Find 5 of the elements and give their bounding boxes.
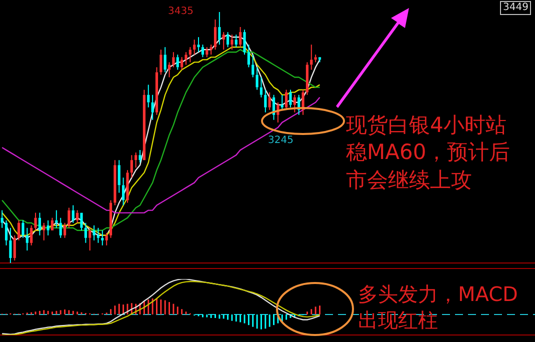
annotation: 3449: [500, 1, 532, 15]
annotation: 多头发力，MACD出现红柱: [358, 281, 519, 333]
annotation: 3435: [168, 5, 194, 18]
annotation: 3245: [268, 134, 294, 147]
annotation: 现货白银4小时站稳MA60，预计后市会继续上攻: [346, 112, 512, 194]
